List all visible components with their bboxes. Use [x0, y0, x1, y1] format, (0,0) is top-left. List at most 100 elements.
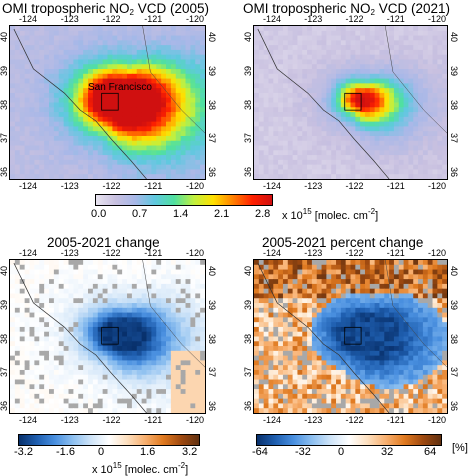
- map-cell: [403, 326, 409, 333]
- map-cell: [321, 336, 327, 342]
- map-cell: [24, 135, 31, 142]
- map-cell: [161, 73, 167, 80]
- map-cell: [156, 355, 162, 362]
- map-cell: [131, 73, 138, 80]
- map-cell: [112, 97, 118, 104]
- map-cell: [53, 379, 60, 385]
- map-cell: [102, 102, 109, 108]
- map-cell: [53, 274, 60, 280]
- map-cell: [14, 49, 21, 56]
- map-cell: [437, 374, 443, 381]
- map-cell: [384, 355, 390, 362]
- map-cell: [302, 78, 308, 84]
- map-cell: [268, 150, 274, 156]
- map-cell: [88, 336, 94, 342]
- map-cell: [180, 408, 187, 413]
- map-cell: [127, 131, 133, 137]
- map-cell: [340, 30, 347, 37]
- map-cell: [88, 350, 94, 357]
- map-cell: [151, 64, 157, 70]
- map-cell: [19, 298, 26, 304]
- map-cell: [102, 312, 109, 318]
- map-cell: [321, 97, 327, 104]
- map-cell: [398, 64, 405, 70]
- map-cell: [131, 326, 138, 333]
- map-cell: [136, 355, 143, 362]
- map-cell: [68, 30, 74, 37]
- map-cell: [364, 97, 371, 104]
- map-cell: [350, 145, 356, 151]
- map-cell: [190, 45, 196, 51]
- map-cell: [384, 126, 390, 132]
- map-cell: [107, 45, 113, 51]
- map-cell: [258, 369, 265, 376]
- map-cell: [437, 336, 443, 342]
- map-cell: [180, 403, 187, 409]
- map-cell: [180, 293, 187, 299]
- map-cell: [14, 384, 21, 390]
- state-border: [142, 260, 205, 368]
- map-cell: [122, 164, 128, 171]
- map-cell: [350, 322, 356, 328]
- map-cell: [19, 269, 26, 275]
- map-cell: [422, 102, 429, 108]
- map-cell: [384, 78, 390, 84]
- map-cell: [200, 269, 205, 275]
- map-cell: [292, 346, 299, 352]
- map-cell: [190, 26, 196, 32]
- map-cell: [49, 64, 55, 70]
- map-cell: [355, 102, 361, 108]
- map-cell: [364, 26, 371, 32]
- map-cell: [268, 393, 274, 400]
- map-cell: [156, 49, 162, 56]
- map-cell: [53, 145, 60, 151]
- map-cell: [102, 355, 109, 362]
- map-cell: [263, 274, 270, 280]
- map-cell: [282, 78, 289, 84]
- map-cell: [427, 164, 434, 171]
- map-cell: [63, 384, 70, 390]
- map-cell: [102, 145, 109, 151]
- map-cell: [345, 112, 352, 118]
- map-cell: [200, 408, 205, 413]
- map-cell: [78, 140, 84, 147]
- map-cell: [384, 389, 390, 395]
- map-cell: [340, 169, 347, 175]
- map-cell: [88, 379, 94, 385]
- map-cell: [389, 279, 395, 285]
- map-cell: [83, 369, 89, 376]
- map-cell: [307, 78, 313, 84]
- map-cell: [131, 293, 138, 299]
- map-cell: [88, 274, 94, 280]
- map-cell: [331, 169, 337, 175]
- map-cell: [282, 164, 289, 171]
- map-cell: [24, 140, 31, 147]
- map-cell: [336, 326, 342, 333]
- map-cell: [374, 116, 381, 123]
- map-cell: [297, 59, 303, 65]
- map-cell: [442, 102, 447, 108]
- map-cell: [49, 322, 55, 328]
- map-cell: [258, 126, 265, 132]
- map-cell: [268, 135, 274, 142]
- map-cell: [73, 360, 79, 366]
- map-cell: [307, 374, 313, 381]
- map-cell: [127, 384, 133, 390]
- map-cell: [384, 69, 390, 75]
- map-cell: [39, 169, 45, 175]
- map-cell: [195, 169, 201, 175]
- map-cell: [136, 140, 143, 147]
- map-cell: [413, 312, 419, 318]
- map-cell: [408, 30, 414, 37]
- map-cell: [393, 126, 400, 132]
- map-cell: [97, 102, 104, 108]
- map-cell: [170, 73, 177, 80]
- map-cell: [297, 355, 303, 362]
- map-cell: [127, 49, 133, 56]
- map-cell: [331, 73, 337, 80]
- map-cell: [83, 112, 89, 118]
- map-cell: [326, 279, 332, 285]
- map-cell: [73, 264, 79, 271]
- map-cell: [29, 269, 35, 275]
- map-cell: [127, 92, 133, 99]
